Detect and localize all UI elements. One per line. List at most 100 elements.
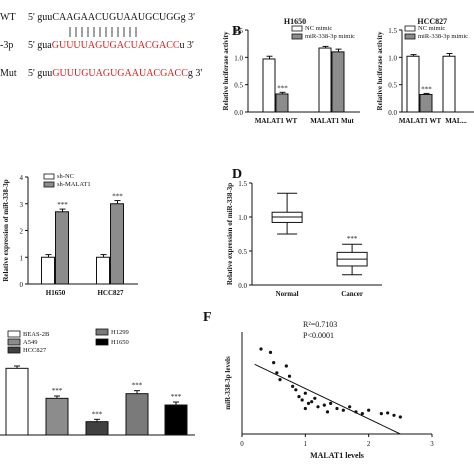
y-axis-label: Relative luciferase activity: [376, 31, 384, 110]
seq-row-label: -3p: [0, 40, 13, 51]
x-tick-label: MAL...: [445, 117, 467, 125]
scatter-point: [306, 401, 311, 405]
scatter-point: [325, 410, 330, 414]
panel-label-d: D: [232, 167, 242, 182]
fit-line: [254, 363, 401, 435]
scatter-point: [310, 400, 314, 404]
x-tick-label: H1650: [46, 289, 66, 297]
legend-swatch: [291, 25, 303, 32]
significance-marker: ***: [52, 387, 63, 395]
chart-b-h1650: 0.0 0.5 1.0 1.5 Relative luciferase activity…: [222, 17, 360, 125]
y-tick-label: 2: [20, 228, 24, 236]
y-tick-label: 1.5: [234, 27, 243, 35]
x-tick-label: 3: [430, 440, 434, 448]
y-axis-label: Relative expression of miR-338-3p: [226, 183, 234, 285]
panel-label-b: B: [232, 24, 241, 39]
scatter-point: [268, 350, 273, 354]
scatter-point: [275, 371, 279, 375]
seq-row: 5' guuCAAGAACUGUAAUGCUGGg 3': [28, 12, 195, 23]
scatter-point: [392, 413, 396, 417]
legend-label: miR-338-3p mimic: [305, 33, 355, 40]
seq-row-label: Mut: [0, 68, 17, 79]
scatter-point: [303, 406, 307, 411]
legend-label: sh-MALAT1: [57, 181, 91, 188]
chart-f-correlation: 0 1 2 3 MALAT1 levels miR-338-3p levels R²=0.7…: [224, 320, 434, 460]
legend-label: sh-NC: [57, 173, 74, 180]
bar: [262, 58, 276, 113]
y-tick-label: 1.0: [234, 54, 243, 62]
bar: [406, 55, 420, 113]
legend-swatch: [43, 181, 55, 188]
x-tick-label: MALAT1 WT: [255, 117, 298, 125]
y-tick-label: 1.0: [388, 54, 397, 62]
scatter-point: [313, 396, 317, 400]
y-tick-label: 4: [20, 174, 24, 182]
y-tick-label: 0.5: [234, 82, 243, 90]
bar: [275, 93, 289, 113]
x-tick-label: HCC827: [97, 289, 124, 297]
y-tick-label: 0: [20, 281, 24, 289]
scatter-point: [341, 408, 345, 412]
chart-d-boxplot: 0.0 0.5 1.0 1.5 Relative expression of miR-3…: [226, 180, 382, 298]
legend-swatch: [7, 338, 21, 346]
legend-swatch: [7, 330, 21, 338]
scatter-point: [348, 405, 352, 409]
legend-swatch: [7, 346, 21, 354]
scatter-point: [294, 388, 298, 392]
panel-a-sequences: WT 5' guuCAAGAACUGUAAUGCUGGg 3' -3p 5' guaG…: [0, 12, 202, 79]
y-tick-label: 0.5: [388, 82, 397, 90]
scatter-point: [322, 403, 326, 407]
bar: [164, 404, 188, 436]
chart-title: HCC827: [417, 17, 447, 26]
bar: [41, 256, 55, 285]
seq-row: 5' guaGUUUUAGUGACUACGACCu 3': [28, 40, 194, 51]
bar: [45, 397, 69, 436]
y-axis-label: Relative luciferase activity: [222, 31, 230, 110]
scatter-point: [398, 415, 402, 419]
significance-marker: ***: [277, 84, 288, 92]
scatter-point: [367, 408, 371, 412]
stat-p: P<0.0001: [303, 331, 334, 340]
chart-b-hcc827: 0.0 0.5 1.0 1.5 Relative luciferase activity…: [376, 17, 474, 125]
legend-label: NC mimic: [418, 25, 445, 32]
scatter-point: [259, 347, 263, 351]
bar: [442, 55, 456, 113]
y-tick-label: 1.0: [238, 214, 247, 222]
legend-swatch: [95, 338, 109, 346]
bar: [55, 211, 69, 285]
scatter-point: [386, 411, 390, 415]
bar: [419, 94, 433, 113]
x-axis-label: MALAT1 levels: [310, 451, 364, 460]
scatter-point: [278, 378, 282, 382]
chart-c-expression: 0 1 2 3 4 Relative expression of miR-338-3p H1…: [2, 173, 138, 297]
legend-label: H1650: [111, 339, 129, 346]
legend-label: NC mimic: [305, 25, 332, 32]
bar: [96, 256, 110, 285]
y-tick-label: 1.5: [388, 27, 397, 35]
y-tick-label: 0.0: [234, 109, 243, 117]
legend-label: miR-338-3p mimic: [418, 33, 468, 40]
chart-title: H1650: [284, 17, 306, 26]
legend-swatch: [404, 33, 416, 40]
bar: [85, 421, 109, 436]
significance-marker: ***: [57, 201, 68, 209]
panel-label-f: F: [203, 310, 212, 325]
scatter-point: [291, 384, 295, 388]
scatter-point: [287, 374, 292, 378]
x-tick-label: 2: [367, 440, 371, 448]
seq-row-label: WT: [0, 12, 16, 23]
legend-swatch: [291, 33, 303, 40]
scatter-point: [284, 364, 288, 368]
bar: [110, 203, 124, 285]
significance-marker: ***: [112, 193, 123, 201]
scatter-point: [379, 412, 383, 416]
legend-swatch: [404, 25, 416, 32]
y-tick-label: 1.5: [238, 180, 247, 188]
y-tick-label: 0.0: [238, 282, 247, 290]
legend-label: H1299: [111, 329, 129, 336]
significance-marker: ***: [132, 382, 143, 390]
legend-swatch: [95, 328, 109, 336]
scatter-point: [329, 401, 333, 405]
